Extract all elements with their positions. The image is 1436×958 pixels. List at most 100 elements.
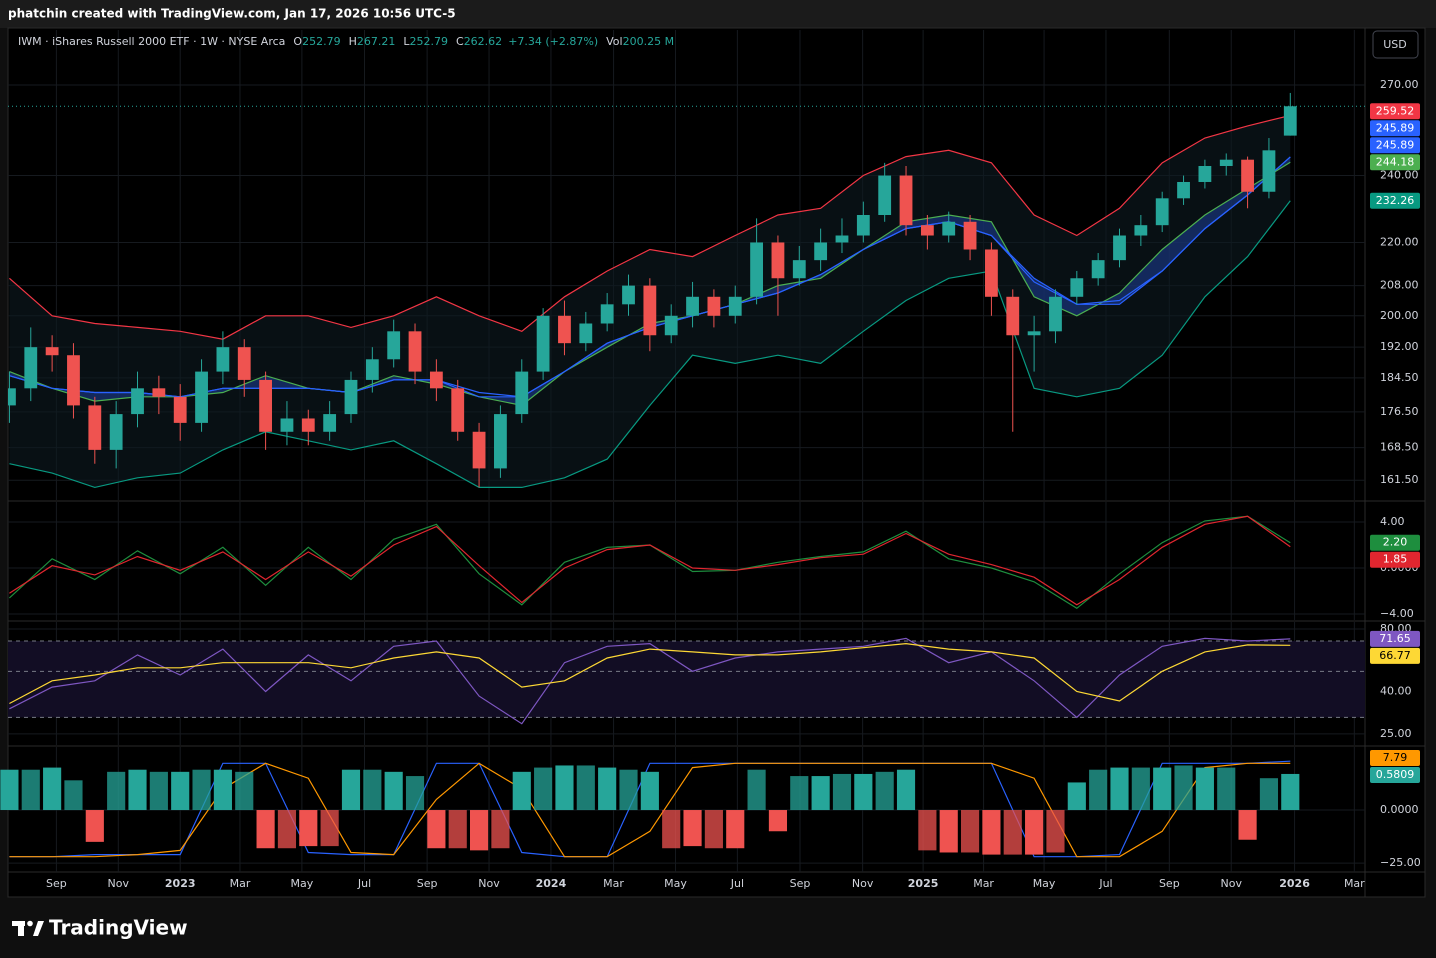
- value-label-box: [1370, 103, 1420, 120]
- candle-body: [173, 396, 187, 423]
- candle-body: [600, 304, 614, 324]
- candle-body: [1262, 150, 1276, 192]
- candle-body: [1177, 181, 1190, 199]
- candle-body: [8, 388, 16, 406]
- x-tick-label: May: [1033, 877, 1056, 890]
- candle-body: [301, 418, 315, 432]
- histogram-bar: [832, 773, 852, 811]
- value-label: 232.26: [1376, 194, 1415, 207]
- currency-button[interactable]: [1372, 30, 1419, 59]
- y-tick-label: 4.00: [1380, 515, 1405, 528]
- indicator-line: [9, 200, 1291, 489]
- candle-body: [792, 260, 806, 279]
- histogram-bar: [640, 771, 659, 811]
- value-label-box: [1370, 750, 1420, 766]
- value-label: 7.79: [1383, 751, 1408, 764]
- histogram-bar: [363, 769, 382, 811]
- histogram-bar: [896, 769, 916, 811]
- histogram-bar: [256, 810, 275, 849]
- created-caption: phatchin created with TradingView.com, J…: [8, 7, 456, 21]
- value-label: 66.77: [1379, 649, 1411, 662]
- candle-body: [1241, 159, 1254, 192]
- candle-body: [1155, 198, 1169, 226]
- histogram-bar: [512, 771, 531, 811]
- histogram-bar: [619, 769, 638, 811]
- histogram-bar: [768, 810, 788, 832]
- value-label-box: [1370, 630, 1420, 647]
- value-label-box: [1370, 120, 1420, 137]
- x-tick-label: Sep: [1159, 877, 1180, 890]
- y-tick-label: 200.00: [1380, 309, 1419, 322]
- histogram-bar: [790, 776, 809, 811]
- histogram-bar: [469, 810, 489, 851]
- indicator-line: [9, 515, 1291, 606]
- x-tick-label: Sep: [790, 877, 811, 890]
- candle-body: [259, 379, 272, 432]
- histogram-bar: [1195, 767, 1214, 811]
- histogram-bar: [1153, 767, 1172, 811]
- x-tick-label: Nov: [108, 877, 130, 890]
- chart-layer: 270.00 240.00 220.00 208.00 200.00 192.00 184.…: [0, 30, 1421, 890]
- candle-body: [835, 235, 849, 243]
- candle-body: [856, 214, 870, 236]
- currency-label[interactable]: USD: [1383, 38, 1407, 51]
- histogram-bar: [1259, 778, 1279, 811]
- top-bar: [0, 0, 1436, 28]
- indicator-line: [9, 637, 1291, 725]
- value-label-box: [1370, 551, 1420, 568]
- pane: [8, 30, 1365, 500]
- candle-body: [728, 296, 742, 316]
- candle-body: [985, 249, 998, 297]
- histogram-bar: [1131, 767, 1150, 811]
- y-tick-label: −4.00: [1380, 607, 1414, 620]
- candle-body: [45, 347, 59, 356]
- y-tick-label: 220.00: [1380, 235, 1419, 248]
- legend-value: 252.79: [302, 35, 341, 48]
- candle-body: [643, 285, 657, 336]
- candle-body: [24, 347, 38, 389]
- value-label-box: [1370, 534, 1420, 551]
- value-label-box: [1370, 192, 1420, 209]
- candle-body: [408, 331, 422, 372]
- histogram-bar: [1025, 810, 1044, 855]
- histogram-bar: [491, 810, 510, 849]
- x-tick-label: Mar: [973, 877, 994, 890]
- x-tick-label: 2026: [1279, 877, 1310, 890]
- value-label: 259.52: [1376, 104, 1415, 117]
- candle-body: [365, 359, 379, 380]
- logo-dot: [27, 920, 33, 927]
- histogram-bar: [982, 810, 1001, 855]
- histogram-bar: [1046, 810, 1065, 853]
- histogram-bar: [811, 776, 830, 811]
- value-label: 245.89: [1376, 138, 1415, 151]
- level-fill: [8, 640, 1365, 718]
- candle-body: [1027, 331, 1041, 336]
- histogram-bar: [64, 780, 83, 811]
- legend-label: H: [349, 35, 357, 48]
- histogram-bar: [1067, 782, 1086, 811]
- candle-body: [131, 388, 144, 415]
- candle-body: [771, 242, 785, 279]
- logo-wedge: [33, 921, 44, 936]
- indicator-line: [9, 642, 1291, 705]
- candle-body: [963, 221, 977, 250]
- value-label-box: [1370, 647, 1420, 664]
- histogram-bar: [0, 769, 19, 811]
- legend-label: C: [456, 35, 464, 48]
- value-label: 245.89: [1376, 121, 1415, 134]
- candle-body: [451, 388, 465, 432]
- y-tick-label: −25.00: [1380, 856, 1421, 869]
- histogram-bar: [405, 776, 425, 811]
- candle-body: [664, 315, 678, 336]
- candle-body: [494, 414, 507, 469]
- candle-body: [878, 175, 892, 215]
- candle-body: [429, 371, 443, 389]
- y-tick-label: 0.0000: [1380, 803, 1419, 816]
- candle-body: [536, 315, 550, 372]
- y-tick-label: 192.00: [1380, 340, 1419, 353]
- value-label-box: [1370, 137, 1420, 154]
- histogram-bar: [277, 810, 297, 849]
- histogram-bar: [107, 771, 126, 811]
- candle-body: [558, 315, 571, 344]
